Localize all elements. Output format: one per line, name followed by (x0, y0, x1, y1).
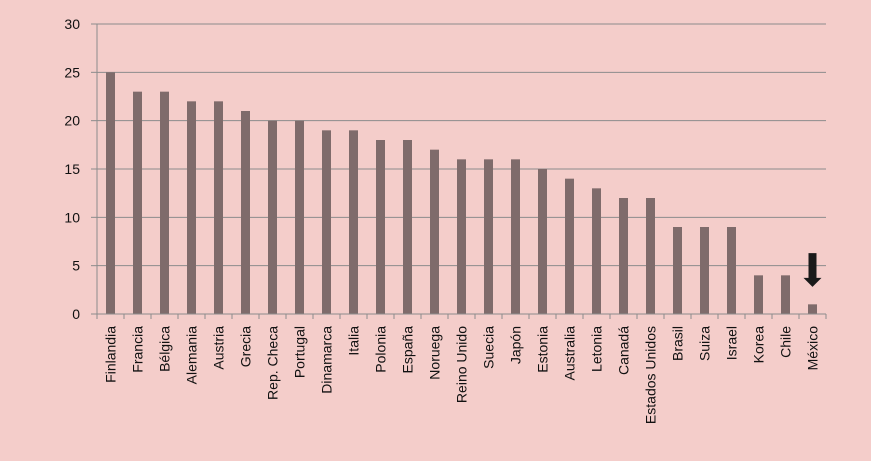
bar (700, 227, 709, 314)
bar (349, 130, 358, 314)
bar (160, 91, 169, 315)
bar (133, 91, 142, 315)
bar (808, 304, 817, 314)
bar (295, 120, 304, 315)
x-category-label: España (400, 326, 416, 374)
bar (241, 111, 250, 314)
x-category-label: Suiza (697, 326, 713, 361)
y-tick-label: 20 (64, 113, 80, 129)
bar (187, 101, 196, 314)
x-category-label: Korea (751, 326, 767, 364)
y-tick-label: 25 (64, 64, 80, 80)
bar (646, 198, 655, 314)
bar (376, 140, 385, 314)
bar (214, 101, 223, 314)
bar (619, 198, 628, 314)
y-tick-label: 0 (72, 306, 80, 322)
y-tick-label: 30 (64, 16, 80, 32)
y-axis-ticks: 0 5 10 15 20 25 30 (64, 16, 97, 322)
x-category-label: Letonia (589, 326, 605, 372)
x-category-label: Japón (508, 326, 524, 364)
x-category-label: Finlandia (103, 326, 119, 383)
x-category-label: Noruega (427, 326, 443, 380)
bar (106, 72, 115, 314)
axes (96, 24, 826, 315)
bar (457, 159, 466, 314)
bar (754, 275, 763, 314)
x-category-label: Rep. Checa (265, 326, 281, 400)
x-category-label: Canadá (616, 326, 632, 375)
x-category-label: Austria (211, 326, 227, 370)
x-category-label: Polonia (373, 326, 389, 373)
x-category-label: Francia (130, 326, 146, 373)
bars (106, 72, 817, 315)
bar (727, 227, 736, 314)
bar (673, 227, 682, 314)
x-category-label: Dinamarca (319, 326, 335, 394)
bar (592, 188, 601, 314)
x-category-label: Italia (346, 326, 362, 356)
bar (268, 120, 277, 315)
annotation (803, 253, 822, 287)
x-category-label: Australia (562, 326, 578, 381)
bar (430, 149, 439, 314)
bar (403, 140, 412, 314)
x-category-label: Chile (778, 326, 794, 358)
bar (511, 159, 520, 314)
bar (781, 275, 790, 314)
x-category-label: Estados Unidos (643, 326, 659, 424)
x-category-label: Bélgica (157, 326, 173, 372)
y-tick-label: 5 (72, 258, 80, 274)
x-category-label: Alemania (184, 326, 200, 385)
x-category-label: Suecia (481, 326, 497, 369)
x-category-label: Reino Unido (454, 326, 470, 403)
bar (538, 169, 547, 314)
down-arrow-icon (803, 253, 822, 287)
x-category-label: México (805, 326, 821, 371)
x-axis-labels: Finlandia Francia Bélgica Alemania Austria Gr… (96, 314, 827, 424)
bar (322, 130, 331, 314)
x-category-label: Israel (724, 326, 740, 360)
x-category-label: Estonia (535, 326, 551, 373)
bar (565, 178, 574, 314)
y-tick-label: 15 (64, 161, 80, 177)
x-category-label: Portugal (292, 326, 308, 378)
y-tick-label: 10 (64, 209, 80, 225)
x-category-label: Brasil (670, 326, 686, 361)
bar (484, 159, 493, 314)
x-category-label: Grecia (238, 326, 254, 367)
